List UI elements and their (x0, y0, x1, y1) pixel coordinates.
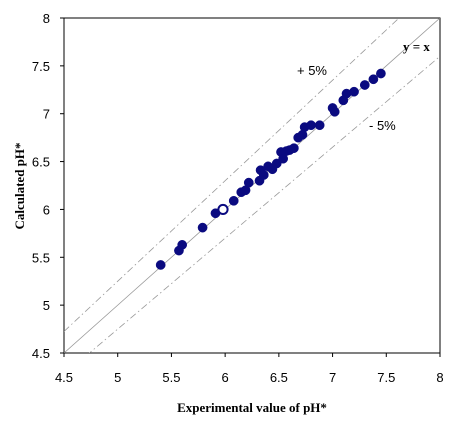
data-point (197, 222, 208, 233)
data-point-hollow (217, 203, 229, 216)
x-tick-label: 7.5 (377, 370, 395, 385)
lower-bound-line (88, 55, 440, 353)
x-tick-label: 6.5 (270, 370, 288, 385)
y-axis-ticks: 4.5 5 5.5 6 6.5 7 7.5 8 (32, 11, 64, 361)
x-tick-label: 7 (329, 370, 336, 385)
plot-border (63, 17, 441, 354)
x-tick-label: 4.5 (55, 370, 73, 385)
y-tick-label: 6 (43, 202, 50, 217)
data-point (258, 170, 269, 180)
y-tick-label: 7.5 (32, 59, 50, 74)
y-axis-title: Calculated pH* (12, 142, 27, 229)
data-points (155, 68, 386, 270)
data-point (177, 239, 188, 250)
upper-bound-line (64, 18, 400, 332)
y-tick-label: 5 (43, 298, 50, 313)
data-point (228, 195, 239, 206)
data-point (243, 177, 254, 188)
data-point (314, 120, 325, 131)
data-point (155, 260, 166, 270)
identity-line-label: y = x (403, 39, 430, 54)
x-tick-label: 5.5 (162, 370, 180, 385)
plot-area (63, 17, 441, 354)
data-point (329, 106, 340, 117)
upper-bound-label: + 5% (297, 63, 327, 78)
y-tick-label: 5.5 (32, 250, 50, 265)
x-tick-label: 6 (222, 370, 229, 385)
reference-lines (64, 18, 440, 353)
x-tick-label: 8 (436, 370, 443, 385)
x-axis-ticks: 4.5 5 5.5 6 6.5 7 7.5 8 (55, 353, 444, 385)
y-tick-label: 7 (43, 107, 50, 122)
y-tick-label: 6.5 (32, 155, 50, 170)
data-point (289, 143, 299, 154)
data-point (376, 68, 386, 79)
y-tick-label: 4.5 (32, 346, 50, 361)
lower-bound-label: - 5% (369, 118, 396, 133)
data-point (306, 120, 316, 131)
data-point (359, 80, 370, 90)
data-point (349, 86, 359, 97)
x-tick-label: 5 (114, 370, 121, 385)
data-point (368, 74, 379, 85)
x-axis-title: Experimental value of pH* (177, 400, 327, 415)
y-tick-label: 8 (43, 11, 50, 26)
